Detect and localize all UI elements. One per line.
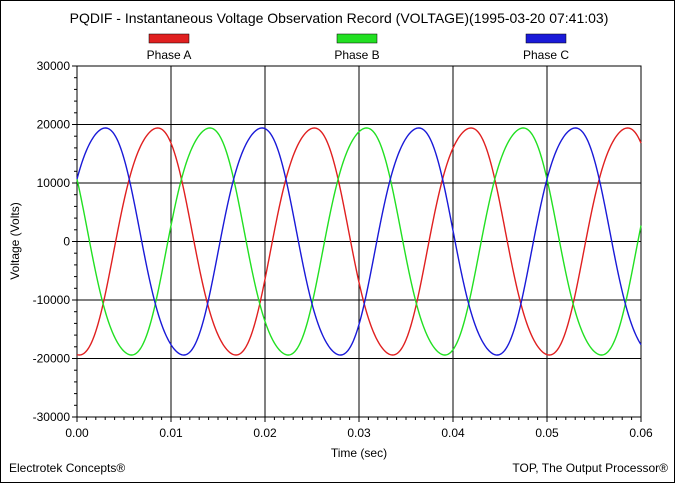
y-tick-label: 10000 — [37, 176, 71, 190]
legend-swatch — [525, 33, 567, 44]
y-axis-label: Voltage (Volts) — [8, 202, 22, 279]
legend: Phase A Phase B Phase C — [147, 33, 569, 62]
y-tick-label: 30000 — [37, 59, 71, 73]
x-tick-label: 0.03 — [347, 426, 371, 440]
series-lines — [76, 127, 642, 356]
legend-label: Phase B — [334, 48, 379, 62]
chart-title: PQDIF - Instantaneous Voltage Observatio… — [70, 10, 609, 26]
legend-label: Phase C — [523, 48, 569, 62]
footer-left: Electrotek Concepts® — [9, 461, 125, 475]
x-tick-label: 0.02 — [253, 426, 277, 440]
x-tick-label: 0.00 — [65, 426, 89, 440]
x-tick-label: 0.05 — [535, 426, 559, 440]
y-axis-ticks: 30000 20000 10000 0 -10000 -20000 -30000 — [33, 59, 77, 424]
x-tick-label: 0.06 — [629, 426, 653, 440]
legend-label: Phase A — [147, 48, 192, 62]
series-line — [76, 127, 642, 356]
y-tick-label: 20000 — [37, 118, 71, 132]
y-tick-label: -20000 — [33, 352, 71, 366]
y-tick-label: 0 — [63, 235, 70, 249]
x-axis-ticks: 0.00 0.01 0.02 0.03 0.04 0.05 0.06 — [65, 417, 653, 440]
grid — [77, 66, 641, 417]
x-axis-label: Time (sec) — [331, 446, 387, 460]
footer-right: TOP, The Output Processor® — [512, 461, 668, 475]
legend-swatch — [148, 33, 190, 44]
x-tick-label: 0.01 — [159, 426, 183, 440]
legend-swatch — [336, 33, 378, 44]
y-tick-label: -30000 — [33, 410, 71, 424]
x-tick-label: 0.04 — [441, 426, 465, 440]
y-tick-label: -10000 — [33, 293, 71, 307]
series-line — [76, 127, 642, 356]
